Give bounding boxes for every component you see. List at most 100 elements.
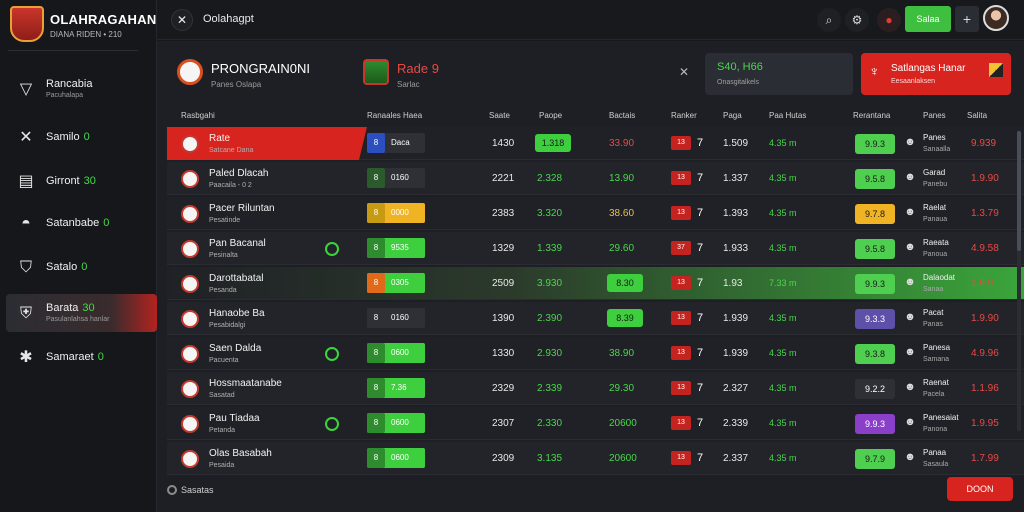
score-button[interactable]: 9.9.3	[855, 414, 895, 434]
odd-button[interactable]: 8 Daca	[367, 133, 425, 153]
odd-button[interactable]: 8 9535	[367, 238, 425, 258]
team-sub: Pesinalta	[209, 252, 238, 259]
team-cell[interactable]: Olas Basabah Pesaida	[167, 442, 367, 475]
table-row[interactable]: Olas Basabah Pesaida 8 0600 2309 3.135 20600 13…	[167, 442, 1024, 475]
table-row[interactable]: Pau Tiadaa Petanda 8 0600 2307 2.330 20600 13 7 2…	[167, 407, 1024, 440]
table-row[interactable]: Saen Dalda Pacuenta 8 0600 1330 2.930 38.90 13 7…	[167, 337, 1024, 370]
team-cell[interactable]: Darottabatal Pesanda	[167, 267, 367, 300]
score-button[interactable]: 9.2.2	[855, 379, 895, 399]
sidebar-item-count: 30	[83, 175, 96, 187]
add-button[interactable]: +	[955, 6, 979, 32]
column-header[interactable]: Panes	[923, 111, 946, 120]
team-cell[interactable]: Hanaobe Ba Pesabidalgi	[167, 302, 367, 335]
team-cell[interactable]: Pan Bacanal Pesinalta	[167, 232, 367, 265]
rank-value: 7	[697, 172, 704, 184]
sidebar-item-label: Rancabia	[46, 78, 93, 90]
team-cell[interactable]: Pacer Riluntan Pesatinde	[167, 197, 367, 230]
team-sub: Satcane Dana	[209, 147, 254, 154]
odd-value: 0305	[391, 278, 409, 287]
table-row[interactable]: Rate Satcane Dana 8 Daca 1430 1.318 33.90 13 7 1.…	[167, 127, 1024, 160]
sidebar-item[interactable]: ✱ Samaraet 0	[6, 338, 157, 376]
score-button[interactable]: 9.9.3	[855, 274, 895, 294]
sidebar-item[interactable]: ✕ Samilo 0	[6, 118, 157, 156]
column-header[interactable]: Salita	[967, 111, 988, 120]
value-cell: 2509	[492, 278, 515, 289]
settings-icon[interactable]: ⚙	[845, 8, 869, 32]
team-cell[interactable]: Rate Satcane Dana	[167, 127, 367, 160]
table-row[interactable]: Hanaobe Ba Pesabidalgi 8 0160 1390 2.390 8.39 1…	[167, 302, 1024, 335]
sidebar-item-count: 0	[103, 217, 110, 229]
column-header[interactable]: Ranaales Haea	[367, 111, 423, 120]
stat-box[interactable]: ✕ S40, H66 Onasgitalkels	[679, 53, 853, 95]
team-cell[interactable]: Saen Dalda Pacuenta	[167, 337, 367, 370]
column-header[interactable]: Rerantana	[853, 111, 891, 120]
brand[interactable]: OLAHRAGAHAN DIANA RIDEN • 210	[10, 6, 156, 46]
avatar[interactable]	[983, 5, 1009, 31]
team-badge-icon	[181, 135, 199, 153]
score-button[interactable]: 9.3.3	[855, 309, 895, 329]
value-cell: 1.3.79	[971, 208, 999, 219]
value-cell: 2.339	[723, 418, 749, 429]
team-cell[interactable]: Pau Tiadaa Petanda	[167, 407, 367, 440]
pill-value: 3.930	[537, 278, 563, 289]
score-button[interactable]: 9.7.9	[855, 449, 895, 469]
record-icon[interactable]: ●	[877, 8, 901, 32]
odd-button[interactable]: 8 0600	[367, 413, 425, 433]
table-row[interactable]: Pan Bacanal Pesinalta 8 9535 1329 1.339 29.60 3…	[167, 232, 1024, 265]
column-header[interactable]: Saate	[489, 111, 510, 120]
close-icon[interactable]: ✕	[679, 65, 690, 79]
odd-button[interactable]: 8 0305	[367, 273, 425, 293]
value-cell: 1330	[492, 348, 515, 359]
value-cell[interactable]: 8.30	[607, 274, 643, 292]
score-button[interactable]: 9.7.8	[855, 204, 895, 224]
score-button[interactable]: 9.9.3	[855, 134, 895, 154]
score-button[interactable]: 9.5.8	[855, 169, 895, 189]
pill-value[interactable]: 1.318	[535, 134, 571, 152]
search-icon[interactable]: ⌕	[817, 8, 841, 32]
team-badge-icon	[181, 205, 199, 223]
column-header[interactable]: Paope	[539, 111, 563, 120]
odd-button[interactable]: 8 0600	[367, 343, 425, 363]
score-button[interactable]: 9.3.8	[855, 344, 895, 364]
odd-button[interactable]: 8 0160	[367, 168, 425, 188]
score-button[interactable]: 9.5.8	[855, 239, 895, 259]
sidebar-item-label: Samilo 0	[46, 131, 90, 143]
team-cell[interactable]: Paled Dlacah Paacaila - 0 2	[167, 162, 367, 195]
column-header[interactable]: Paga	[723, 111, 742, 120]
player-sub: Samana	[923, 356, 950, 363]
sidebar-item[interactable]: ⛨ Barata 30 Pasulanlahsa hanlar	[6, 294, 157, 332]
column-header[interactable]: Ranker	[671, 111, 697, 120]
sidebar-item-count: 0	[81, 261, 88, 273]
value-cell: 1.509	[723, 138, 749, 149]
value-cell: 1.393	[723, 208, 749, 219]
footer-button[interactable]: DOON	[947, 477, 1013, 501]
team1-badge-icon	[177, 59, 203, 85]
value-cell[interactable]: 8.39	[607, 309, 643, 327]
table-row[interactable]: Paled Dlacah Paacaila - 0 2 8 0160 2221 2.328…	[167, 162, 1024, 195]
table-row[interactable]: Hossmaatanabe Sasatad 8 7.36 2329 2.339 29.30 1…	[167, 372, 1024, 405]
alert-box[interactable]: ♆ Satlangas Hanar Eesaanlaksen	[861, 53, 1011, 95]
scroll-thumb[interactable]	[1017, 131, 1021, 251]
team-cell[interactable]: Hossmaatanabe Sasatad	[167, 372, 367, 405]
odd-button[interactable]: 8 0160	[367, 308, 425, 328]
scrollbar[interactable]	[1017, 131, 1021, 431]
odd-button[interactable]: 8 0600	[367, 448, 425, 468]
x-logo-icon[interactable]: ✕	[171, 9, 193, 31]
odd-value: 0600	[391, 453, 409, 462]
column-header[interactable]: Paa Hutas	[769, 111, 807, 120]
primary-button[interactable]: Salaa	[905, 6, 951, 32]
odd-button[interactable]: 8 0000	[367, 203, 425, 223]
sidebar-item[interactable]: ▽ Rancabia Pacuhalapa	[6, 70, 157, 108]
player-name: Raenat	[923, 378, 949, 387]
table-row[interactable]: Darottabatal Pesanda 8 0305 2509 3.930 8.30 13 7…	[167, 267, 1024, 300]
sidebar-item[interactable]: ◓ Satanbabe 0	[6, 204, 157, 242]
column-header[interactable]: Bactais	[609, 111, 636, 120]
column-header[interactable]: Rasbgahi	[181, 111, 215, 120]
sidebar-item[interactable]: ▤ Girront 30	[6, 162, 157, 200]
sidebar-item[interactable]: ⛉ Satalo 0	[6, 248, 157, 286]
table-row[interactable]: Pacer Riluntan Pesatinde 8 0000 2383 3.320 38.…	[167, 197, 1024, 230]
red-badge: 13	[671, 381, 691, 395]
odd-button[interactable]: 8 7.36	[367, 378, 425, 398]
page-title: Oolahagpt	[203, 13, 254, 25]
pill-value: 3.135	[537, 453, 563, 464]
